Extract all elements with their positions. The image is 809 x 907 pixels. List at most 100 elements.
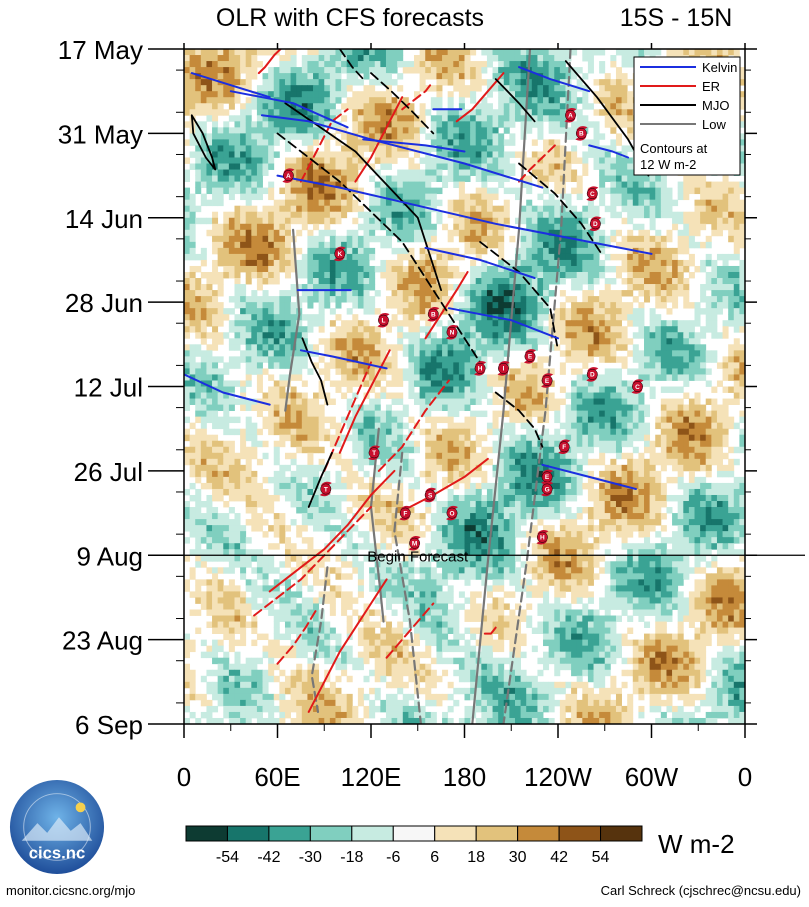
storm-circle — [334, 248, 346, 260]
colorbar-swatch — [309, 825, 353, 842]
colorbar-label: -30 — [299, 849, 322, 866]
mjo-contour — [284, 102, 443, 292]
y-tick-label: 31 May — [58, 119, 143, 149]
storm-circle — [524, 350, 536, 362]
colorbar-swatch — [185, 825, 228, 842]
er-contour — [455, 72, 505, 123]
colorbar-swatch — [517, 825, 560, 842]
storm-label: E — [545, 474, 550, 481]
er-contour — [518, 144, 556, 183]
storm-marker: C — [631, 379, 644, 394]
storm-marker: F — [558, 439, 571, 455]
x-tick-label: 0 — [177, 762, 191, 792]
legend-label: Low — [702, 117, 726, 132]
storm-marker: E — [541, 373, 554, 388]
mjo-contour — [479, 240, 559, 352]
kelvin-contour — [276, 174, 653, 255]
legend-label: MJO — [702, 98, 729, 113]
x-tick-label: 120W — [524, 762, 592, 792]
storm-marker: N — [446, 325, 458, 340]
storm-marker: L — [377, 312, 390, 328]
x-tick-label: 180 — [443, 762, 486, 792]
x-tick-label: 60W — [625, 762, 679, 792]
storm-circle — [446, 507, 458, 519]
storm-label: G — [545, 486, 550, 493]
colorbar-label: 6 — [430, 849, 439, 866]
kelvin-contour — [299, 349, 388, 370]
storm-label: F — [403, 510, 407, 517]
storm-label: N — [450, 330, 455, 337]
storm-circle — [378, 314, 389, 326]
chart-title: OLR with CFS forecasts — [216, 4, 484, 32]
storm-circle — [586, 368, 598, 380]
kelvin-contour — [190, 72, 271, 99]
storm-label: A — [568, 113, 573, 120]
colorbar-swatch — [475, 825, 519, 842]
er-contour — [257, 49, 282, 75]
storm-circle — [368, 447, 380, 459]
kelvin-contour — [541, 463, 637, 490]
legend-box — [633, 56, 741, 176]
storm-circle — [409, 537, 421, 549]
low-contour — [502, 49, 572, 724]
legend-label: Kelvin — [702, 60, 737, 75]
storm-label: C — [590, 191, 595, 198]
colorbar-label: -6 — [386, 849, 400, 866]
storm-label: T — [324, 486, 328, 493]
logo-text: cics.nc — [29, 843, 85, 862]
storm-marker: E — [524, 349, 536, 364]
colorbar-swatch — [351, 825, 394, 842]
mjo-contour — [370, 72, 435, 135]
storm-label: T — [372, 450, 376, 457]
storm-circle — [575, 127, 587, 139]
storm-circle — [565, 109, 576, 121]
colorbar-swatch — [434, 825, 477, 842]
storm-label: B — [579, 131, 584, 138]
storm-label: D — [590, 372, 595, 379]
x-tick-label: 0 — [738, 762, 752, 792]
kelvin-contour — [184, 373, 271, 406]
mjo-contour — [307, 451, 333, 508]
mjo-contour — [518, 162, 603, 255]
kelvin-contour — [447, 307, 559, 340]
colorbar-label: 30 — [509, 849, 527, 866]
colorbar-label: -42 — [257, 849, 280, 866]
y-tick-label: 9 Aug — [76, 541, 143, 571]
storm-marker: E — [541, 469, 554, 485]
storm-marker: D — [589, 216, 602, 232]
storm-marker: B — [575, 126, 588, 141]
legend-note: 12 W m-2 — [640, 157, 696, 172]
low-contour — [310, 566, 329, 714]
colorbar-label: 18 — [467, 849, 485, 866]
storm-marker: M — [408, 535, 421, 551]
legend-label: ER — [702, 79, 720, 94]
storm-label: K — [337, 251, 342, 258]
footer-url: monitor.cicsnc.org/mjo — [6, 883, 136, 898]
colorbar-units: W m-2 — [658, 829, 735, 859]
er-contour — [377, 379, 450, 472]
er-contour — [253, 506, 372, 617]
mjo-contour — [276, 132, 482, 364]
er-contour — [483, 626, 497, 635]
y-tick-label: 28 Jun — [65, 288, 143, 318]
er-contour — [424, 271, 469, 340]
storm-marker: A — [564, 108, 577, 123]
low-contour — [284, 228, 301, 412]
low-contour — [369, 427, 385, 623]
cicsnc-logo: cics.nc — [9, 779, 105, 875]
y-tick-label: 14 Jun — [65, 204, 143, 234]
storm-marker: B — [427, 306, 440, 322]
storm-label: M — [412, 541, 417, 548]
storm-marker: D — [586, 367, 599, 382]
storm-circle — [320, 483, 332, 495]
er-contour — [401, 84, 432, 111]
mjo-contour — [494, 391, 544, 448]
x-tick-label: 120E — [341, 762, 402, 792]
storm-circle — [541, 375, 553, 386]
y-tick-label: 6 Sep — [75, 710, 143, 740]
legend-note: Contours at — [640, 141, 708, 156]
storm-label: A — [286, 173, 291, 180]
storm-circle — [474, 362, 486, 374]
